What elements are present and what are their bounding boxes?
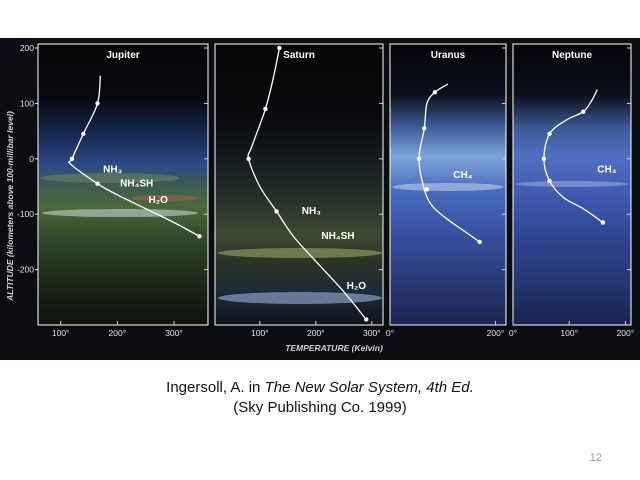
data-point (263, 106, 268, 112)
atmosphere-temperature-figure: ALTITUDE (kilometers above 100-millibar … (0, 38, 640, 360)
neptune-cloud-band (516, 181, 628, 187)
x-tick-label: 200° (617, 328, 635, 338)
uranus-cloud-band (392, 183, 504, 191)
data-point (81, 131, 86, 137)
cloud-layer-label: NH₃ (302, 206, 321, 217)
neptune-panel (513, 44, 631, 325)
data-point (364, 317, 369, 322)
data-point (95, 181, 100, 186)
x-tick-label: 300° (363, 328, 381, 338)
data-point (416, 156, 422, 161)
jupiter-cloud-band (42, 209, 198, 217)
data-point (432, 90, 438, 95)
panel-jupiter: Jupiter 100° 200° 300° NH₃ NH₄SH H₂O (37, 43, 209, 338)
jupiter-cloud-band (40, 173, 180, 183)
data-point (277, 45, 282, 51)
x-tick-label: 0° (509, 328, 517, 338)
x-tick-label: 100° (251, 328, 269, 338)
x-tick-label: 100° (52, 328, 70, 338)
data-point (95, 101, 100, 106)
caption-publisher: (Sky Publishing Co. 1999) (233, 399, 407, 416)
x-tick-label: 300° (165, 328, 183, 338)
x-axis-label: TEMPERATURE (Kelvin) (285, 343, 383, 353)
temperature-profile-line (247, 47, 367, 320)
x-tick-label: 0° (386, 328, 394, 338)
x-tick-label: 200° (109, 328, 127, 338)
y-axis-label: ALTITUDE (kilometers above 100-millibar … (5, 111, 15, 302)
panel-title: Jupiter (106, 50, 139, 61)
cloud-layer-label: H₂O (347, 281, 367, 292)
panel-title: Uranus (431, 50, 466, 61)
jupiter-cloud-band (130, 195, 200, 201)
data-point (69, 156, 75, 161)
data-point (541, 156, 547, 161)
data-point (547, 131, 552, 137)
caption-line-1: Ingersoll, A. in The New Solar System, 4… (0, 378, 640, 398)
y-tick-label: 200 (20, 43, 34, 53)
y-tick-label: -100 (17, 209, 34, 219)
cloud-layer-label: NH₄SH (321, 231, 354, 242)
data-point (581, 109, 586, 114)
temperature-profile-chart: ALTITUDE (kilometers above 100-millibar … (0, 38, 640, 360)
data-point (424, 187, 430, 192)
x-tick-label: 200° (487, 328, 505, 338)
panel-saturn: Saturn 100° 200° 300° NH₃ NH₄SH H₂O (214, 43, 384, 338)
temperature-profile-line (543, 89, 604, 224)
data-point (422, 126, 427, 131)
saturn-panel (215, 44, 383, 325)
y-tick-label: -200 (17, 265, 34, 275)
panel-border (389, 43, 507, 326)
panel-border (37, 43, 209, 326)
temperature-profile-line (68, 75, 200, 237)
saturn-cloud-band (218, 292, 382, 304)
caption-book-title: The New Solar System, 4th Ed. (264, 379, 474, 396)
caption-author: Ingersoll, A. in (166, 379, 265, 396)
slide-number: 12 (589, 452, 602, 464)
panel-border (214, 43, 384, 326)
data-point (547, 178, 552, 184)
data-point (274, 209, 279, 214)
panel-neptune: Neptune 0° 100° 200° CH₄ (509, 43, 635, 338)
panel-title: Neptune (552, 50, 592, 61)
cloud-layer-label: CH₄ (597, 165, 616, 176)
x-tick-label: 200° (307, 328, 325, 338)
saturn-cloud-band (218, 248, 382, 258)
panel-title: Saturn (283, 50, 315, 61)
x-tick-label: 100° (560, 328, 578, 338)
y-tick-label: 100 (20, 98, 34, 108)
cloud-layer-label: NH₄SH (120, 179, 153, 190)
y-tick-label: 0 (29, 154, 34, 164)
figure-caption: Ingersoll, A. in The New Solar System, 4… (0, 378, 640, 418)
panel-uranus: Uranus 0° 200° CH₄ (386, 43, 507, 338)
data-point (600, 220, 606, 225)
y-axis-ticks: 200 100 0 -100 -200 (17, 43, 38, 275)
temperature-profile-line (418, 83, 480, 243)
jupiter-panel (38, 44, 208, 325)
cloud-layer-label: H₂O (149, 195, 169, 206)
data-point (246, 156, 251, 161)
data-point (477, 239, 482, 245)
cloud-layer-label: NH₃ (103, 165, 122, 176)
panels-layer: Jupiter 100° 200° 300° NH₃ NH₄SH H₂O Saturn 100°… (37, 43, 635, 338)
cloud-layer-label: CH₄ (453, 170, 472, 181)
data-point (197, 234, 202, 239)
panel-border (512, 43, 632, 326)
